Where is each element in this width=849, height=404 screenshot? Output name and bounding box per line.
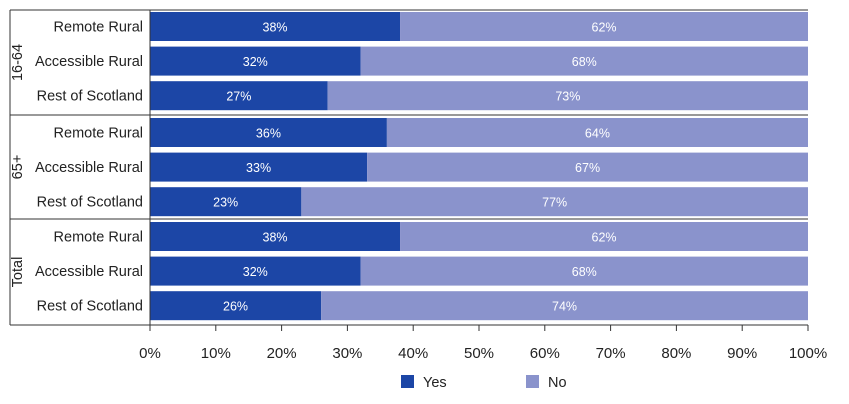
bar-yes-total-1 xyxy=(150,256,361,286)
category-label: Remote Rural xyxy=(54,126,143,142)
group-label: 16-64 xyxy=(10,44,26,81)
x-tick-label: 10% xyxy=(201,345,231,362)
bar-yes-65-1 xyxy=(150,152,368,182)
category-label: Remote Rural xyxy=(54,20,143,36)
category-label: Rest of Scotland xyxy=(37,195,143,211)
bar-value-label: 32% xyxy=(243,265,268,279)
bar-value-label: 38% xyxy=(263,231,288,245)
x-tick-label: 50% xyxy=(464,345,494,362)
bar-value-label: 67% xyxy=(575,161,600,175)
legend-label-yes: Yes xyxy=(423,375,447,391)
bar-value-label: 23% xyxy=(213,196,238,210)
labels-layer: 38% 62% Remote Rural 32% 68% Accessible Rural… xyxy=(10,20,827,363)
x-tick-label: 0% xyxy=(139,345,161,362)
bar-value-label: 33% xyxy=(246,161,271,175)
bar-value-label: 27% xyxy=(226,90,251,104)
legend-swatch-no xyxy=(526,375,539,388)
x-tick-label: 70% xyxy=(596,345,626,362)
bar-yes-total-2 xyxy=(150,291,322,321)
bar-value-label: 68% xyxy=(572,265,597,279)
bar-value-label: 77% xyxy=(542,196,567,210)
bar-value-label: 68% xyxy=(572,55,597,69)
legend: Yes No xyxy=(401,375,567,391)
category-label: Rest of Scotland xyxy=(37,299,143,315)
bar-yes-1664-1 xyxy=(150,46,361,76)
group-label: Total xyxy=(10,257,26,288)
bar-no-65-2 xyxy=(301,187,808,217)
category-label: Accessible Rural xyxy=(35,160,143,176)
x-tick-label: 40% xyxy=(398,345,428,362)
group-label: 65+ xyxy=(10,155,26,180)
bar-yes-1664-2 xyxy=(150,81,328,111)
bar-yes-1664-0 xyxy=(150,12,401,41)
bar-yes-65-0 xyxy=(150,118,387,147)
bar-value-label: 73% xyxy=(555,90,580,104)
category-label: Accessible Rural xyxy=(35,54,143,70)
bar-yes-total-0 xyxy=(150,222,401,251)
category-label: Remote Rural xyxy=(54,230,143,246)
bar-value-label: 32% xyxy=(243,55,268,69)
legend-swatch-yes xyxy=(401,375,414,388)
category-label: Accessible Rural xyxy=(35,264,143,280)
bar-value-label: 36% xyxy=(256,127,281,141)
x-tick-label: 90% xyxy=(727,345,757,362)
bar-value-label: 26% xyxy=(223,300,248,314)
bar-no-65-0 xyxy=(386,118,808,147)
bar-value-label: 64% xyxy=(585,127,610,141)
bar-no-65-1 xyxy=(367,152,808,182)
bar-no-total-0 xyxy=(400,222,808,251)
bar-no-1664-1 xyxy=(360,46,808,76)
x-tick-label: 20% xyxy=(267,345,297,362)
bar-yes-65-2 xyxy=(150,187,302,217)
bar-no-total-2 xyxy=(321,291,808,321)
legend-label-no: No xyxy=(548,375,567,391)
x-tick-label: 100% xyxy=(789,345,827,362)
bar-value-label: 62% xyxy=(592,231,617,245)
bar-value-label: 62% xyxy=(592,21,617,35)
axes-layer xyxy=(9,9,809,331)
bar-no-1664-2 xyxy=(327,81,808,111)
x-tick-label: 80% xyxy=(661,345,691,362)
bar-value-label: 38% xyxy=(263,21,288,35)
bars-layer xyxy=(150,12,808,321)
x-tick-label: 60% xyxy=(530,345,560,362)
category-label: Rest of Scotland xyxy=(37,89,143,105)
bar-value-label: 74% xyxy=(552,300,577,314)
bar-no-1664-0 xyxy=(400,12,808,41)
bar-no-total-1 xyxy=(360,256,808,286)
x-tick-label: 30% xyxy=(332,345,362,362)
